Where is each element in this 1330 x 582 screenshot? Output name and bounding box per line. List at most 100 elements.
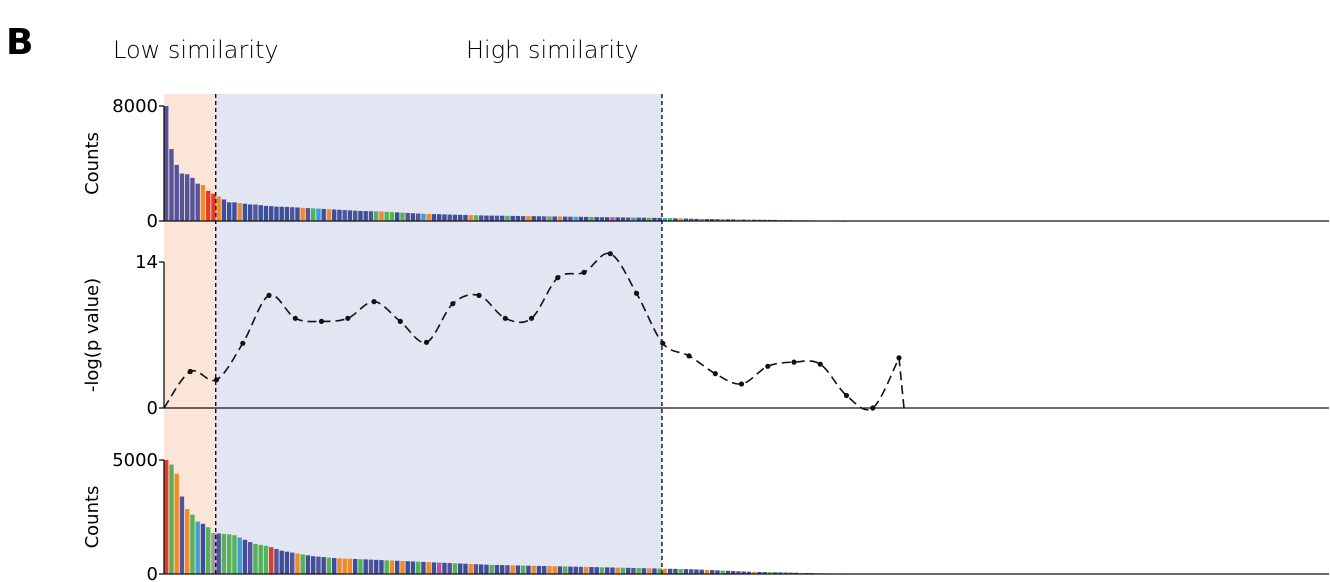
data-point xyxy=(765,363,771,369)
bar xyxy=(589,567,594,574)
bar xyxy=(689,569,694,574)
bar xyxy=(615,567,620,574)
pvalue-panel: 0 14 -log(p value) xyxy=(82,251,1329,419)
bar xyxy=(426,213,431,221)
bar xyxy=(242,539,248,574)
region-backgrounds xyxy=(164,94,662,574)
bar xyxy=(321,557,326,574)
bar xyxy=(641,568,647,574)
bar xyxy=(374,559,379,574)
bar xyxy=(552,216,557,221)
bar xyxy=(342,210,347,221)
bar xyxy=(547,566,552,574)
bar xyxy=(657,217,662,221)
bar xyxy=(715,219,720,221)
bar xyxy=(232,535,237,574)
data-point xyxy=(240,340,246,346)
bar xyxy=(242,203,248,221)
bar xyxy=(400,212,405,221)
bar xyxy=(337,558,342,574)
bar xyxy=(610,567,615,574)
bar xyxy=(190,514,195,574)
bar xyxy=(468,215,473,221)
bar xyxy=(589,216,594,221)
bar xyxy=(725,219,731,221)
data-point xyxy=(633,290,640,296)
bar xyxy=(269,206,274,221)
bar xyxy=(563,216,568,221)
y-tick-label: 8000 xyxy=(112,96,158,117)
bar xyxy=(305,555,311,574)
bar xyxy=(505,565,510,574)
bar xyxy=(337,209,342,221)
bar xyxy=(610,217,615,221)
bar xyxy=(725,570,731,574)
data-point xyxy=(187,368,193,375)
bar xyxy=(673,568,678,574)
bar xyxy=(741,219,746,221)
bar xyxy=(442,214,447,221)
bar xyxy=(563,566,568,574)
bar xyxy=(683,218,689,221)
bar xyxy=(206,527,211,574)
bar xyxy=(458,214,463,221)
bar xyxy=(662,568,668,574)
bar xyxy=(258,205,263,221)
bar xyxy=(405,561,410,574)
bar xyxy=(578,216,584,221)
counts-bottom-panel: 0 5000 Counts xyxy=(82,450,1329,582)
bar xyxy=(295,207,300,221)
data-point xyxy=(607,251,613,257)
data-point xyxy=(318,318,325,324)
data-point xyxy=(371,299,377,305)
bar xyxy=(426,562,431,574)
bar xyxy=(368,211,374,221)
bar xyxy=(715,570,720,574)
bar xyxy=(678,568,683,574)
bar xyxy=(573,216,578,221)
bar xyxy=(526,216,531,221)
bar xyxy=(342,558,347,574)
pvalue-line xyxy=(163,252,905,411)
bar xyxy=(442,562,447,574)
bar xyxy=(232,202,237,221)
bar xyxy=(164,460,169,574)
bar xyxy=(699,569,704,574)
bar xyxy=(568,566,573,574)
bar xyxy=(468,563,473,574)
bar xyxy=(568,216,573,221)
bar xyxy=(510,565,515,574)
bar xyxy=(752,571,757,574)
bar xyxy=(510,215,515,221)
data-point xyxy=(843,392,850,399)
bar xyxy=(578,566,584,574)
bar xyxy=(389,212,395,221)
bar xyxy=(605,567,610,574)
bar xyxy=(248,204,253,221)
bar xyxy=(479,215,484,221)
data-point xyxy=(423,339,430,345)
bar xyxy=(263,205,269,221)
bar xyxy=(494,564,500,574)
high-similarity-label: High similarity xyxy=(466,36,639,64)
bar xyxy=(710,570,715,574)
bar xyxy=(332,209,337,221)
bar xyxy=(316,556,321,574)
bar xyxy=(773,572,778,574)
bar xyxy=(447,563,452,574)
bar xyxy=(762,572,767,574)
bar xyxy=(594,567,599,574)
bar xyxy=(746,571,752,574)
data-point xyxy=(502,315,508,321)
bar xyxy=(431,562,437,574)
bar xyxy=(410,213,416,221)
bar xyxy=(290,552,295,574)
bar xyxy=(547,216,552,221)
data-point xyxy=(213,377,220,383)
bar xyxy=(416,561,421,574)
data-point xyxy=(660,340,666,346)
bar xyxy=(694,569,699,574)
bar xyxy=(699,218,704,221)
bar xyxy=(358,559,363,574)
bar xyxy=(731,219,736,221)
